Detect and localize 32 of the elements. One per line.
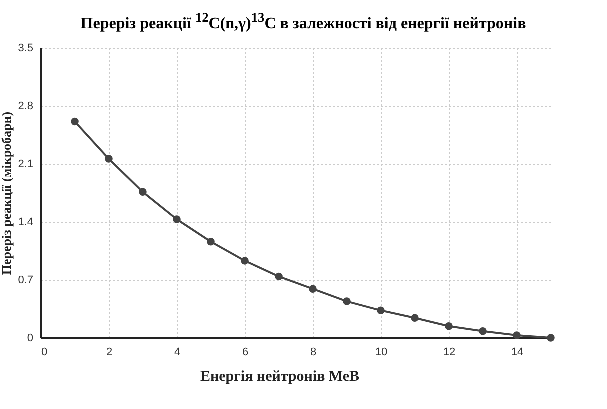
x-tick-label: 4 [174,346,181,358]
x-tick-label: 12 [443,346,456,358]
point [343,298,351,306]
y-tick-label: 1.4 [18,216,34,228]
x-tick-label: 6 [242,346,249,358]
x-tick-label: 2 [106,346,113,358]
x-tick-label: 10 [375,346,388,358]
point [241,257,249,265]
point [513,332,521,340]
x-axis-title: Енергія нейтронів МеВ [199,369,361,386]
y-axis-title: Переріз реакції (мікробарн) [0,112,14,276]
point [105,155,113,163]
x-tick-label: 0 [42,346,48,358]
point [207,238,215,246]
point [139,188,147,196]
point [309,285,317,293]
point [71,118,79,126]
y-tick-label: 0.7 [18,274,34,286]
point [377,306,385,315]
point [411,314,419,322]
y-tick-label: 2.8 [18,100,34,112]
y-tick-label: 3.5 [18,42,34,54]
chart-title: Переріз реакції $^{12}$C(n,γ)$^{13}$C в залежності від енергії нейтронів [80,9,528,34]
x-tick-label: 8 [310,346,317,358]
point [445,322,453,330]
point [275,272,283,281]
y-tick-label: 0 [27,332,34,344]
x-tick-label: 14 [511,346,524,358]
y-tick-label: 2.1 [18,158,34,170]
point [479,328,487,336]
point [547,334,555,342]
point [173,216,181,224]
